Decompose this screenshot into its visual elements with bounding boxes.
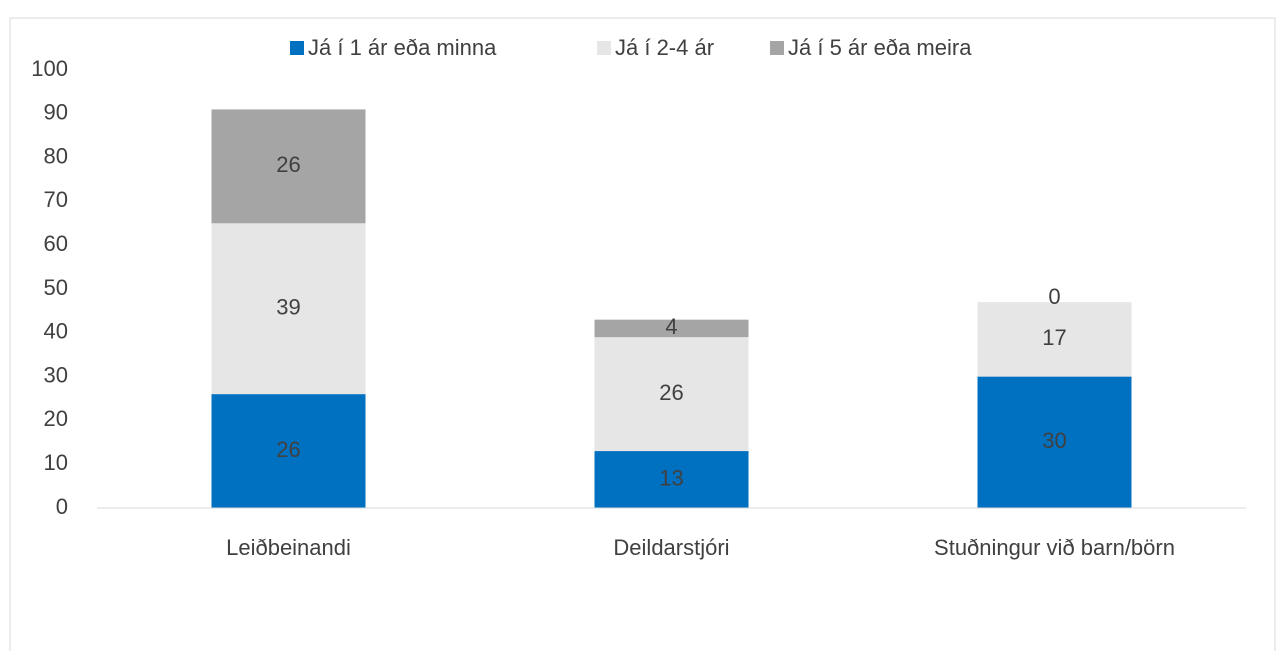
legend-label: Já í 5 ár eða meira [788, 35, 972, 60]
bar-segment [977, 302, 1132, 377]
bar-segment [211, 109, 366, 224]
data-label: 26 [276, 152, 300, 177]
legend-label: Já í 2-4 ár [615, 35, 714, 60]
bar-segment [594, 319, 749, 338]
data-label: 26 [276, 437, 300, 462]
data-label: 30 [1042, 428, 1066, 453]
legend-swatch [597, 41, 611, 55]
y-tick-label: 90 [44, 100, 68, 125]
y-tick-label: 40 [44, 319, 68, 344]
x-tick-label: Leiðbeinandi [226, 535, 351, 560]
legend-label: Já í 1 ár eða minna [308, 35, 497, 60]
data-label: 0 [1048, 284, 1060, 309]
data-label: 39 [276, 295, 300, 320]
y-tick-label: 70 [44, 187, 68, 212]
y-tick-label: 10 [44, 450, 68, 475]
bar-segment [211, 223, 366, 395]
bar-segment [594, 451, 749, 508]
legend-swatch [290, 41, 304, 55]
chart-frame [9, 17, 1276, 651]
bar-segment [594, 337, 749, 452]
bar-segment [977, 376, 1132, 508]
x-tick-label: Stuðningur við barn/börn [934, 535, 1175, 560]
legend-swatch [770, 41, 784, 55]
x-tick-label: Deildarstjóri [613, 535, 729, 560]
data-label: 13 [659, 465, 683, 490]
data-label: 26 [659, 380, 683, 405]
data-label: 17 [1042, 325, 1066, 350]
y-tick-label: 60 [44, 231, 68, 256]
y-tick-label: 100 [31, 56, 68, 81]
y-tick-label: 20 [44, 406, 68, 431]
y-tick-label: 0 [56, 494, 68, 519]
y-tick-label: 50 [44, 275, 68, 300]
y-tick-label: 80 [44, 143, 68, 168]
bar-segment [211, 394, 366, 508]
data-label: 4 [665, 314, 677, 339]
y-tick-label: 30 [44, 362, 68, 387]
